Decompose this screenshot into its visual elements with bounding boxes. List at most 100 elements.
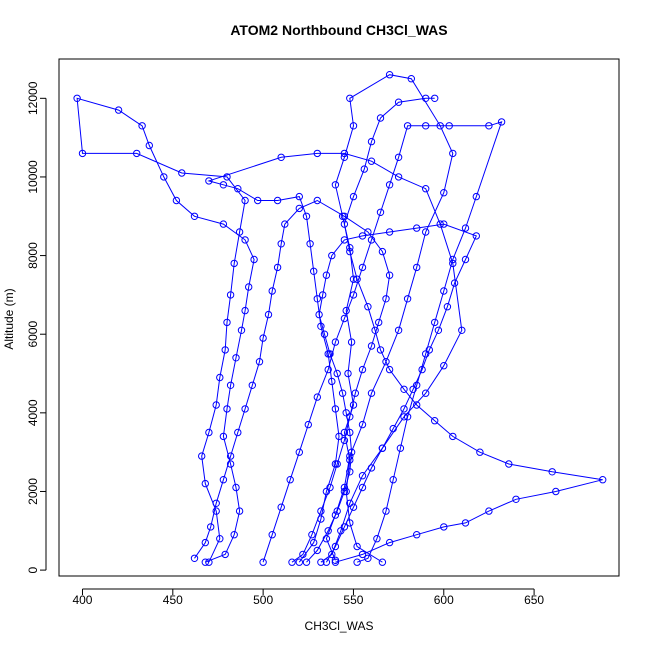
data-point (340, 220, 349, 228)
data-point (232, 354, 240, 362)
data-point (313, 196, 321, 205)
data-point (385, 71, 394, 79)
data-point (358, 263, 367, 272)
data-point (268, 287, 276, 295)
data-point (288, 558, 296, 566)
data-point (358, 483, 367, 492)
data-point (353, 558, 361, 566)
data-point (295, 558, 303, 566)
data-point (333, 507, 341, 515)
data-point (295, 448, 303, 456)
axis-layer: 400 450 500 550 600 650 0 2000 4000 6000 8000 10000… (26, 81, 544, 607)
data-point (219, 432, 228, 441)
data-point (223, 318, 231, 327)
data-point (313, 149, 321, 158)
series-line-1 (76, 97, 255, 563)
data-point (221, 346, 229, 354)
data-point (472, 232, 480, 240)
x-tick-label: 400 (72, 593, 92, 607)
data-point (376, 208, 385, 217)
data-point (458, 326, 466, 334)
data-point (358, 420, 367, 429)
data-point (216, 535, 224, 543)
data-point (205, 177, 213, 185)
data-series-3 (259, 118, 506, 566)
data-point (138, 122, 146, 130)
data-point (358, 550, 367, 559)
data-point (445, 122, 453, 130)
data-point (198, 452, 206, 460)
data-point (317, 322, 325, 330)
data-point (346, 94, 354, 103)
data-point (548, 468, 556, 476)
data-point (340, 212, 349, 221)
data-point (308, 531, 316, 539)
data-point (382, 507, 390, 515)
data-point (440, 362, 448, 370)
data-point (440, 287, 448, 295)
data-point (367, 464, 376, 472)
data-point (400, 405, 408, 413)
data-point (394, 173, 403, 181)
data-point (331, 511, 340, 519)
data-point (299, 550, 307, 559)
data-point (376, 346, 385, 354)
data-point (212, 401, 220, 409)
data-point (422, 94, 430, 103)
x-tick-label: 500 (253, 593, 273, 607)
data-series-4 (331, 94, 607, 566)
data-point (335, 432, 343, 441)
data-point (216, 373, 224, 382)
data-point (223, 405, 231, 413)
data-point (268, 531, 276, 539)
data-point (385, 365, 394, 374)
data-series-6 (190, 196, 394, 566)
data-point (413, 263, 421, 272)
data-point (295, 192, 303, 201)
data-point (340, 436, 349, 445)
data-series-1 (73, 94, 258, 566)
data-point (331, 558, 340, 566)
data-point (245, 283, 253, 291)
data-point (425, 346, 433, 354)
data-point (248, 381, 257, 389)
data-point (326, 483, 334, 492)
data-point (230, 259, 238, 268)
data-point (358, 472, 367, 480)
data-point (449, 432, 457, 441)
data-point (422, 122, 430, 130)
data-point (324, 527, 332, 535)
y-axis-label: Altitude (m) (2, 288, 16, 349)
y-tick-label: 12000 (26, 81, 40, 115)
data-point (237, 326, 246, 334)
data-point (367, 389, 376, 397)
data-point (443, 303, 452, 311)
data-point (259, 558, 267, 566)
y-tick-label: 4000 (26, 399, 40, 426)
data-point (360, 165, 368, 173)
data-point (434, 326, 443, 334)
data-point (322, 558, 331, 566)
data-point (295, 204, 303, 213)
data-point (385, 228, 394, 236)
data-point (476, 448, 484, 456)
data-point (226, 291, 235, 299)
data-point (389, 476, 397, 484)
data-point (310, 267, 318, 275)
data-point (328, 251, 336, 260)
data-point (382, 295, 390, 303)
data-point (241, 405, 249, 413)
data-point (306, 240, 314, 248)
data-point (340, 487, 349, 496)
data-point (241, 306, 249, 315)
data-point (235, 228, 244, 236)
data-point (333, 369, 341, 378)
data-point (431, 417, 439, 425)
data-point (378, 558, 387, 566)
data-point (254, 196, 262, 205)
data-point (277, 240, 285, 248)
data-point (351, 389, 359, 397)
data-point (403, 413, 412, 421)
